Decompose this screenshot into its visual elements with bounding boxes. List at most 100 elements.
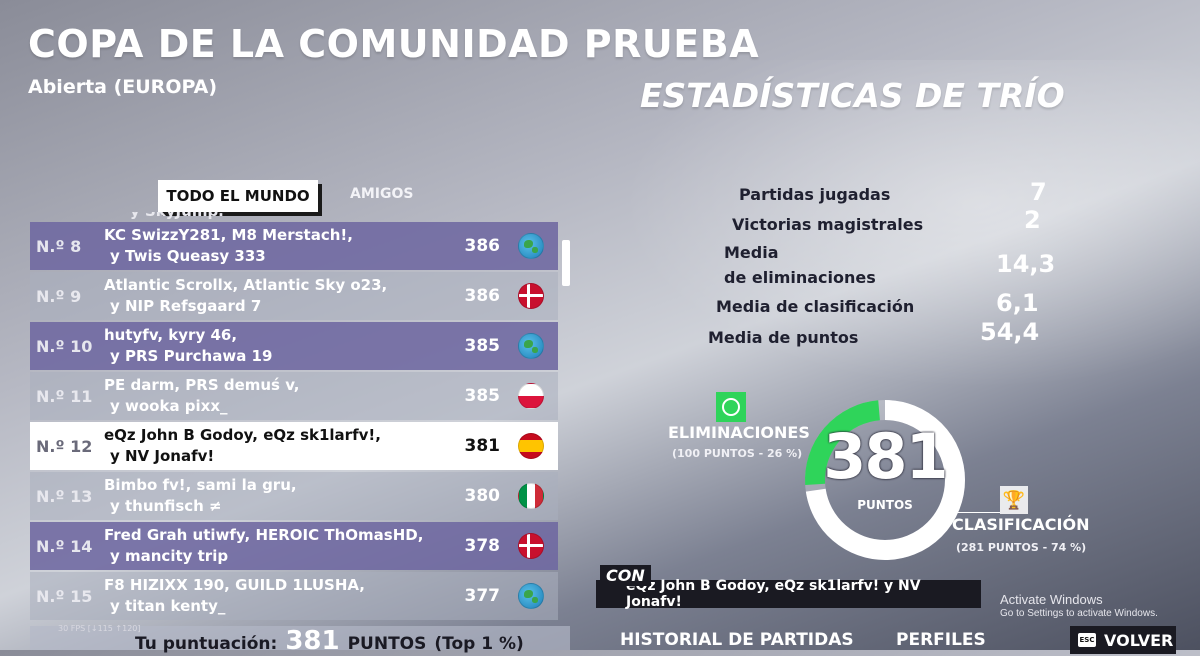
row-names-line1: F8 HIZIXX 190, GUILD 1LUSHA,	[104, 576, 365, 594]
fps-counter: 30 FPS [↓115 ↑120]	[58, 624, 141, 633]
stat-label-elims: Media	[724, 243, 779, 262]
placement-connector	[955, 496, 1000, 513]
esc-key-icon: ESC	[1078, 633, 1096, 647]
page-title: COPA DE LA COMUNIDAD PRUEBA	[28, 22, 760, 66]
trophy-icon: 🏆	[1000, 486, 1028, 514]
row-names-line1: Atlantic Scrollx, Atlantic Sky o23,	[104, 276, 388, 294]
stat-value-elims: 14,3	[996, 250, 1056, 278]
row-score: 386	[464, 286, 501, 306]
row-score: 378	[464, 536, 501, 556]
row-team-names: KC SwizzY281, M8 Merstach!, y Twis Queas…	[104, 225, 452, 267]
row-score: 377	[464, 586, 501, 606]
stat-value-points: 54,4	[980, 318, 1040, 346]
row-team-names: Bimbo fv!, sami la gru, y thunfisch ≠	[104, 475, 452, 517]
row-rank: N.º 12	[36, 436, 93, 456]
row-score: 380	[464, 486, 501, 506]
row-names-line1: eQz John B Godoy, eQz sk1larfv!,	[104, 426, 381, 444]
leaderboard-partial-row: y SkyJump.	[130, 212, 224, 220]
elim-sub: (100 PUNTOS - 26 %)	[672, 447, 803, 460]
row-team-names: Fred Grah utiwfy, HEROIC ThOmasHD, y man…	[104, 525, 452, 567]
score-ring-unit: PUNTOS	[857, 498, 913, 512]
score-ring	[805, 400, 965, 560]
row-rank: N.º 14	[36, 536, 93, 556]
page-subtitle: Abierta (EUROPA)	[28, 76, 218, 98]
row-names-line2: y Twis Queasy 333	[110, 247, 266, 265]
stat-label-matches: Partidas jugadas	[739, 185, 891, 204]
score-ring-total: 381	[823, 420, 948, 493]
row-names-line1: KC SwizzY281, M8 Merstach!,	[104, 226, 353, 244]
row-score: 381	[464, 436, 501, 456]
team-tag: CON	[600, 565, 651, 586]
poland-flag-icon	[518, 383, 544, 409]
row-names-line2: y mancity trip	[110, 547, 229, 565]
row-names-line2: y PRS Purchawa 19	[110, 347, 273, 365]
stat-label-wins: Victorias magistrales	[732, 215, 924, 234]
profiles-button[interactable]: PERFILES	[896, 630, 986, 650]
tab-amigos[interactable]: AMIGOS	[350, 186, 414, 202]
match-history-button[interactable]: HISTORIAL DE PARTIDAS	[620, 630, 854, 650]
stat-value-placement: 6,1	[996, 289, 1039, 317]
row-team-names: hutyfv, kyry 46, y PRS Purchawa 19	[104, 325, 452, 367]
leaderboard-scrollbar[interactable]	[562, 240, 570, 286]
globe-icon	[518, 233, 544, 259]
your-score-label: Tu puntuación:	[135, 634, 278, 654]
row-score: 386	[464, 236, 501, 256]
elim-label: ELIMINACIONES	[668, 423, 810, 442]
row-score: 385	[464, 386, 501, 406]
your-score-bar	[30, 626, 570, 650]
row-rank: N.º 9	[36, 286, 82, 306]
leaderboard-row[interactable]: N.º 11 PE darm, PRS demuś v, y wooka pix…	[30, 372, 558, 420]
row-score: 385	[464, 336, 501, 356]
leaderboard[interactable]: y SkyJump. N.º 8 KC SwizzY281, M8 Mersta…	[30, 212, 558, 622]
leaderboard-row-own-team[interactable]: N.º 12 eQz John B Godoy, eQz sk1larfv!, …	[30, 422, 558, 470]
row-team-names: F8 HIZIXX 190, GUILD 1LUSHA, y titan ken…	[104, 575, 452, 617]
row-names-line1: Bimbo fv!, sami la gru,	[104, 476, 297, 494]
row-rank: N.º 15	[36, 586, 93, 606]
row-names-line1: Fred Grah utiwfy, HEROIC ThOmasHD,	[104, 526, 424, 544]
row-rank: N.º 10	[36, 336, 93, 356]
windows-watermark-title: Activate Windows	[1000, 592, 1103, 607]
crosshair-icon	[716, 392, 746, 422]
globe-icon	[518, 583, 544, 609]
back-button[interactable]: ESC VOLVER	[1070, 626, 1176, 654]
globe-icon	[518, 333, 544, 359]
row-names-line2: y thunfisch ≠	[110, 497, 222, 515]
spain-flag-icon	[518, 433, 544, 459]
row-names-line1: hutyfv, kyry 46,	[104, 326, 238, 344]
your-score-value: 381	[285, 626, 340, 656]
row-rank: N.º 8	[36, 236, 82, 256]
stat-value-wins: 2	[1024, 206, 1041, 234]
row-names-line2: y wooka pixx_	[110, 397, 228, 415]
leaderboard-row[interactable]: N.º 13 Bimbo fv!, sami la gru, y thunfis…	[30, 472, 558, 520]
leaderboard-row[interactable]: N.º 14 Fred Grah utiwfy, HEROIC ThOmasHD…	[30, 522, 558, 570]
denmark-flag-icon	[518, 533, 544, 559]
row-team-names: eQz John B Godoy, eQz sk1larfv!, y NV Jo…	[104, 425, 452, 467]
back-label: VOLVER	[1104, 630, 1174, 650]
stat-label-elims-line2: de eliminaciones	[724, 268, 876, 287]
leaderboard-row[interactable]: N.º 8 KC SwizzY281, M8 Merstach!, y Twis…	[30, 222, 558, 270]
stat-label-points: Media de puntos	[708, 328, 859, 347]
placement-sub: (281 PUNTOS - 74 %)	[956, 541, 1087, 554]
row-names-line2: y NIP Refsgaard 7	[110, 297, 262, 315]
placement-label: CLASIFICACIÓN	[952, 515, 1090, 534]
stats-heading: ESTADÍSTICAS DE TRÍO	[640, 76, 1065, 115]
score-ring-placement-segment	[805, 400, 965, 560]
row-team-names: Atlantic Scrollx, Atlantic Sky o23, y NI…	[104, 275, 452, 317]
leaderboard-row[interactable]: N.º 10 hutyfv, kyry 46, y PRS Purchawa 1…	[30, 322, 558, 370]
row-names-line2: y NV Jonafv!	[110, 447, 215, 465]
windows-watermark-sub: Go to Settings to activate Windows.	[1000, 608, 1158, 619]
stat-value-matches: 7	[1030, 178, 1047, 206]
row-rank: N.º 13	[36, 486, 93, 506]
your-score-rank: (Top 1 %)	[434, 634, 524, 654]
row-team-names: PE darm, PRS demuś v, y wooka pixx_	[104, 375, 452, 417]
row-names-line2: y titan kenty_	[110, 597, 226, 615]
tab-todo-el-mundo[interactable]: TODO EL MUNDO	[158, 180, 318, 212]
your-score-unit: PUNTOS	[347, 634, 427, 654]
denmark-flag-icon	[518, 283, 544, 309]
leaderboard-row[interactable]: N.º 9 Atlantic Scrollx, Atlantic Sky o23…	[30, 272, 558, 320]
leaderboard-row[interactable]: N.º 15 F8 HIZIXX 190, GUILD 1LUSHA, y ti…	[30, 572, 558, 620]
your-score: Tu puntuación: 381 PUNTOS (Top 1 %)	[135, 626, 524, 656]
stat-label-placement: Media de clasificación	[716, 297, 915, 316]
row-names-line1: PE darm, PRS demuś v,	[104, 376, 300, 394]
row-rank: N.º 11	[36, 386, 93, 406]
